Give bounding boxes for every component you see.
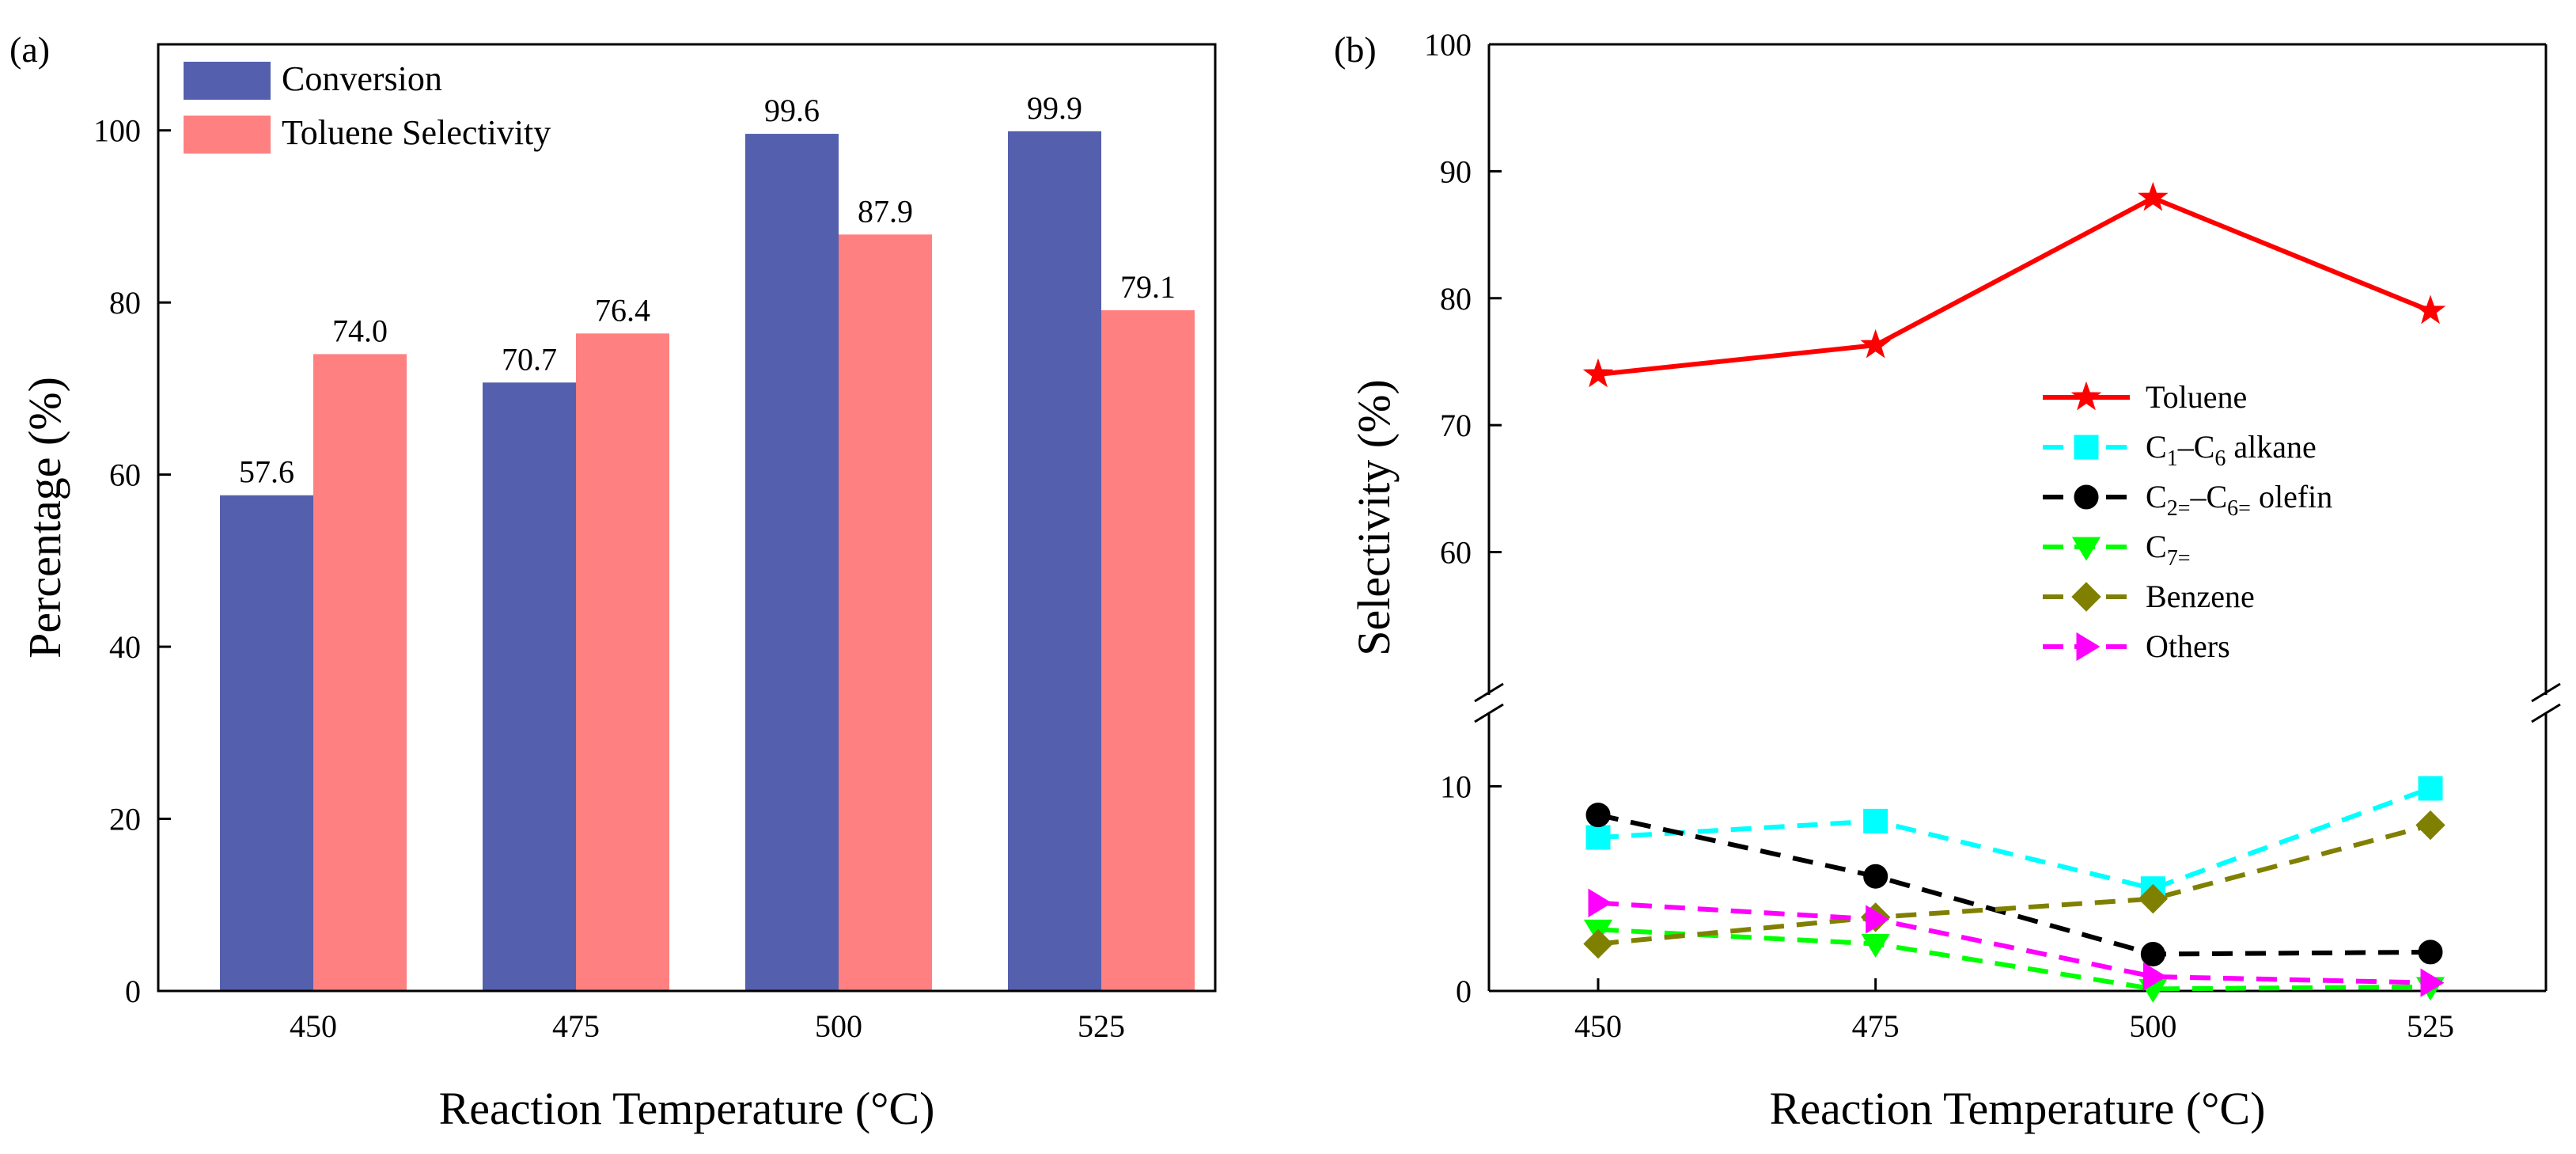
data-label: 87.9 bbox=[858, 193, 913, 229]
y-tick-label: 100 bbox=[93, 113, 141, 149]
y-tick-label: 0 bbox=[125, 974, 141, 1009]
y-tick-label: 100 bbox=[1424, 27, 1472, 63]
series-line-olefin bbox=[1597, 812, 2431, 957]
legend-label-benzene: Benzene bbox=[2146, 579, 2255, 614]
axis-break-mark bbox=[2531, 682, 2561, 703]
data-label: 57.6 bbox=[239, 454, 294, 490]
panel-label-b: (b) bbox=[1334, 29, 1377, 70]
data-point-benzene bbox=[1583, 928, 1613, 959]
y-tick-label: 10 bbox=[1440, 769, 1472, 804]
y-tick-label: 20 bbox=[109, 802, 141, 837]
data-point-alkane bbox=[2418, 776, 2443, 801]
series-line-toluene bbox=[1597, 195, 2432, 377]
bar-conversion bbox=[1008, 131, 1101, 991]
data-point-c7-olefin bbox=[1861, 934, 1890, 958]
data-label: 74.0 bbox=[332, 313, 388, 348]
data-point-benzene bbox=[2138, 883, 2169, 914]
legend-label-c7-olefin: C7= bbox=[2146, 529, 2190, 571]
data-point-olefin bbox=[1585, 803, 1611, 828]
bar-conversion bbox=[220, 495, 313, 991]
bar-toluene-selectivity bbox=[839, 234, 932, 992]
data-label: 76.4 bbox=[595, 292, 650, 328]
bar-toluene-selectivity bbox=[313, 354, 407, 991]
y-tick-label: 80 bbox=[1440, 281, 1472, 317]
data-point-olefin bbox=[2140, 941, 2165, 966]
data-point-olefin bbox=[2418, 940, 2443, 965]
data-label: 79.1 bbox=[1120, 269, 1176, 305]
data-point-olefin bbox=[1863, 864, 1888, 889]
legend-label: Conversion bbox=[282, 59, 442, 98]
legend-label-toluene: Toluene bbox=[2146, 379, 2247, 415]
series-line-alkane bbox=[1597, 786, 2432, 891]
series-line-others bbox=[1597, 900, 2431, 985]
bar-toluene-selectivity bbox=[1101, 309, 1195, 991]
data-point-benzene bbox=[2415, 810, 2445, 841]
y-tick-label: 70 bbox=[1440, 408, 1472, 443]
x-tick-label: 475 bbox=[552, 1008, 600, 1044]
legend-marker-toluene bbox=[2070, 381, 2102, 411]
data-point-alkane bbox=[1585, 825, 1611, 850]
legend-label: Toluene Selectivity bbox=[282, 113, 551, 152]
bar-conversion bbox=[745, 134, 839, 991]
panel-label-a: (a) bbox=[9, 29, 50, 70]
data-label: 99.9 bbox=[1027, 90, 1082, 126]
x-tick-label: 525 bbox=[1078, 1008, 1125, 1044]
data-point-others bbox=[1866, 905, 1890, 934]
axis-break-mark bbox=[1474, 703, 1504, 723]
axis-break-mark bbox=[1474, 682, 1504, 703]
y-tick-label: 40 bbox=[109, 629, 141, 665]
y-axis-label: Percentage (%) bbox=[19, 377, 70, 659]
series-line-c7-olefin bbox=[1597, 927, 2431, 992]
legend-marker-c7-olefin bbox=[2071, 537, 2101, 561]
data-point-toluene bbox=[1860, 328, 1891, 359]
legend-label-alkane: C1–C6 alkane bbox=[2146, 429, 2317, 471]
legend-marker-others bbox=[2076, 632, 2101, 662]
legend-marker-benzene bbox=[2071, 582, 2101, 612]
y-tick-label: 60 bbox=[109, 457, 141, 493]
y-tick-label: 90 bbox=[1440, 154, 1472, 189]
legend-swatch bbox=[184, 116, 271, 154]
data-label: 70.7 bbox=[502, 341, 557, 377]
x-tick-label: 450 bbox=[1574, 1008, 1622, 1044]
legend-marker-olefin bbox=[2074, 484, 2099, 510]
data-point-others bbox=[1588, 888, 1612, 917]
legend-label-olefin: C2=–C6= olefin bbox=[2146, 479, 2332, 521]
data-point-toluene bbox=[2138, 181, 2169, 211]
legend-marker-alkane bbox=[2074, 435, 2099, 460]
bar-conversion bbox=[483, 382, 576, 991]
x-tick-label: 500 bbox=[2129, 1008, 2176, 1044]
x-tick-label: 500 bbox=[815, 1008, 862, 1044]
x-axis-label: Reaction Temperature (°C) bbox=[1770, 1083, 2266, 1134]
data-point-alkane bbox=[1863, 808, 1888, 833]
x-tick-label: 525 bbox=[2407, 1008, 2454, 1044]
x-axis-label: Reaction Temperature (°C) bbox=[439, 1083, 935, 1134]
x-tick-label: 450 bbox=[290, 1008, 337, 1044]
data-point-others bbox=[2420, 968, 2445, 997]
x-tick-label: 475 bbox=[1852, 1008, 1900, 1044]
panel-a-bar-chart: (a) 0 20 40 60 80 100 450 475 500 525 57.6 70.7 99.6 9… bbox=[9, 29, 1217, 1134]
axis-break-mark bbox=[2531, 703, 2561, 723]
legend-swatch bbox=[184, 62, 271, 100]
data-point-toluene bbox=[2415, 294, 2446, 325]
data-point-toluene bbox=[1582, 358, 1614, 388]
legend-label-others: Others bbox=[2146, 628, 2230, 664]
y-tick-label: 80 bbox=[109, 285, 141, 321]
y-axis-label: Selectivity (%) bbox=[1348, 379, 1400, 656]
y-tick-label: 0 bbox=[1456, 974, 1472, 1009]
panel-b-line-chart: (b) 0 10 60 70 80 90 100 450 475 500 525 Toluene C1–C… bbox=[1334, 27, 2561, 1134]
plot-frame bbox=[157, 43, 1217, 993]
bar-toluene-selectivity bbox=[576, 333, 669, 992]
y-tick-label: 60 bbox=[1440, 535, 1472, 571]
series-line-benzene bbox=[1597, 822, 2431, 947]
data-label: 99.6 bbox=[764, 93, 820, 128]
data-point-others bbox=[2142, 962, 2167, 992]
